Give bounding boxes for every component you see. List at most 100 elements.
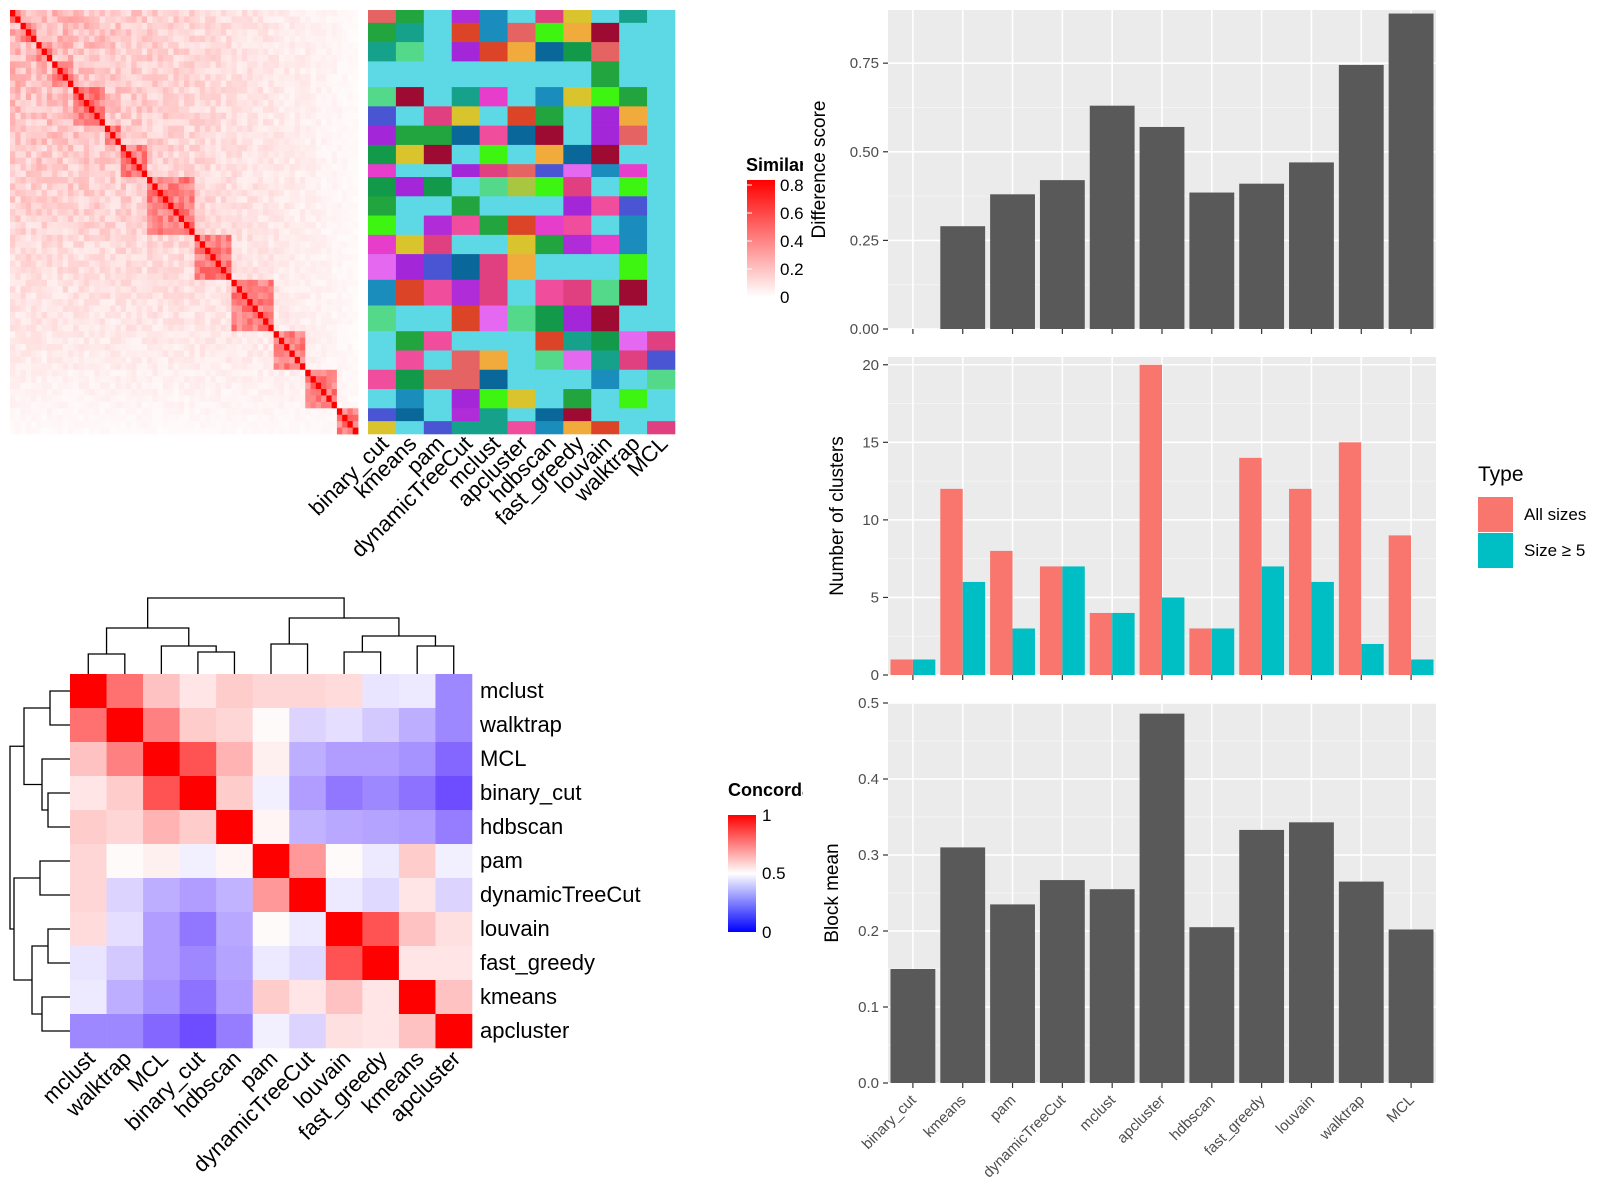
similarity-cell	[15, 305, 21, 313]
similarity-cell	[10, 273, 16, 281]
similarity-cell	[310, 16, 317, 24]
similarity-cell	[315, 61, 322, 69]
similarity-cell	[104, 279, 111, 287]
similarity-cell	[104, 202, 111, 210]
similarity-cell	[305, 61, 311, 69]
similarity-cell	[268, 324, 275, 332]
annotation-cell	[423, 234, 453, 255]
similarity-cell	[326, 93, 333, 101]
similarity-cell	[110, 279, 116, 287]
similarity-cell	[220, 87, 227, 94]
similarity-cell	[31, 414, 37, 422]
similarity-cell	[210, 74, 217, 82]
similarity-cell	[226, 144, 232, 152]
similarity-cell	[157, 350, 164, 358]
similarity-cell	[342, 80, 348, 88]
similarity-cell	[184, 48, 190, 56]
similarity-cell	[110, 164, 116, 171]
similarity-cell	[68, 138, 74, 146]
similarity-cell	[62, 16, 69, 24]
similarity-cell	[263, 80, 269, 88]
similarity-cell	[31, 356, 37, 364]
similarity-cell	[104, 87, 111, 94]
similarity-cell	[173, 177, 180, 184]
similarity-cell	[31, 74, 37, 82]
similarity-cell	[162, 132, 169, 139]
annotation-cell	[619, 61, 648, 88]
similarity-cell	[141, 54, 148, 62]
similarity-cell	[73, 408, 79, 416]
y-tick-label: 0.3	[858, 847, 879, 864]
similarity-cell	[184, 382, 190, 390]
similarity-cell	[300, 247, 306, 255]
similarity-cell	[136, 266, 143, 274]
similarity-cell	[278, 67, 285, 75]
similarity-cell	[115, 260, 122, 268]
similarity-cell	[120, 125, 127, 133]
similarity-cell	[278, 266, 285, 274]
similarity-cell	[326, 209, 333, 216]
similarity-cell	[210, 331, 217, 339]
similarity-cell	[162, 266, 169, 274]
annotation-cell	[647, 279, 676, 306]
similarity-cell	[178, 119, 185, 127]
similarity-cell	[52, 331, 58, 339]
similarity-cell	[268, 254, 275, 261]
similarity-cell	[15, 421, 21, 428]
similarity-cell	[231, 273, 238, 281]
similarity-cell	[136, 234, 143, 242]
similarity-cell	[99, 61, 106, 69]
similarity-cell	[36, 286, 43, 294]
concordance-cell	[70, 810, 107, 845]
similarity-cell	[331, 305, 338, 313]
similarity-cell	[83, 54, 90, 62]
similarity-cell	[62, 356, 69, 364]
similarity-cell	[300, 93, 306, 101]
similarity-cell	[10, 119, 16, 127]
similarity-cell	[268, 10, 275, 17]
similarity-cell	[20, 177, 27, 184]
similarity-cell	[278, 318, 285, 326]
similarity-cell	[52, 254, 58, 261]
similarity-cell	[326, 247, 333, 255]
similarity-cell	[46, 401, 53, 409]
similarity-cell	[83, 170, 90, 178]
similarity-cell	[73, 67, 79, 75]
similarity-cell	[205, 74, 211, 82]
similarity-cell	[110, 408, 116, 416]
similarity-cell	[184, 157, 190, 165]
similarity-cell	[168, 292, 174, 300]
similarity-cell	[252, 87, 259, 94]
similarity-cell	[231, 382, 238, 390]
similarity-cell	[46, 80, 53, 88]
similarity-cell	[168, 408, 174, 416]
similarity-cell	[94, 331, 101, 339]
similarity-cell	[31, 311, 37, 319]
similarity-cell	[178, 279, 185, 287]
similarity-cell	[321, 305, 327, 313]
similarity-cell	[141, 260, 148, 268]
similarity-cell	[136, 228, 143, 236]
similarity-cell	[294, 144, 301, 152]
similarity-cell	[78, 299, 85, 306]
similarity-cell	[52, 151, 58, 159]
similarity-cell	[252, 401, 259, 409]
similarity-cell	[141, 48, 148, 56]
similarity-cell	[331, 80, 338, 88]
similarity-cell	[147, 318, 153, 326]
similarity-cell	[120, 35, 127, 43]
similarity-cell	[257, 414, 264, 422]
similarity-cell	[152, 87, 159, 94]
similarity-cell	[305, 408, 311, 416]
similarity-cell	[99, 234, 106, 242]
similarity-cell	[326, 234, 333, 242]
similarity-cell	[36, 299, 43, 306]
annotation-cell	[479, 234, 508, 255]
similarity-cell	[178, 138, 185, 146]
similarity-cell	[300, 350, 306, 358]
similarity-cell	[352, 376, 359, 383]
similarity-cell	[141, 408, 148, 416]
annotation-cell	[507, 61, 536, 88]
similarity-cell	[41, 93, 48, 101]
similarity-cell	[342, 241, 348, 249]
